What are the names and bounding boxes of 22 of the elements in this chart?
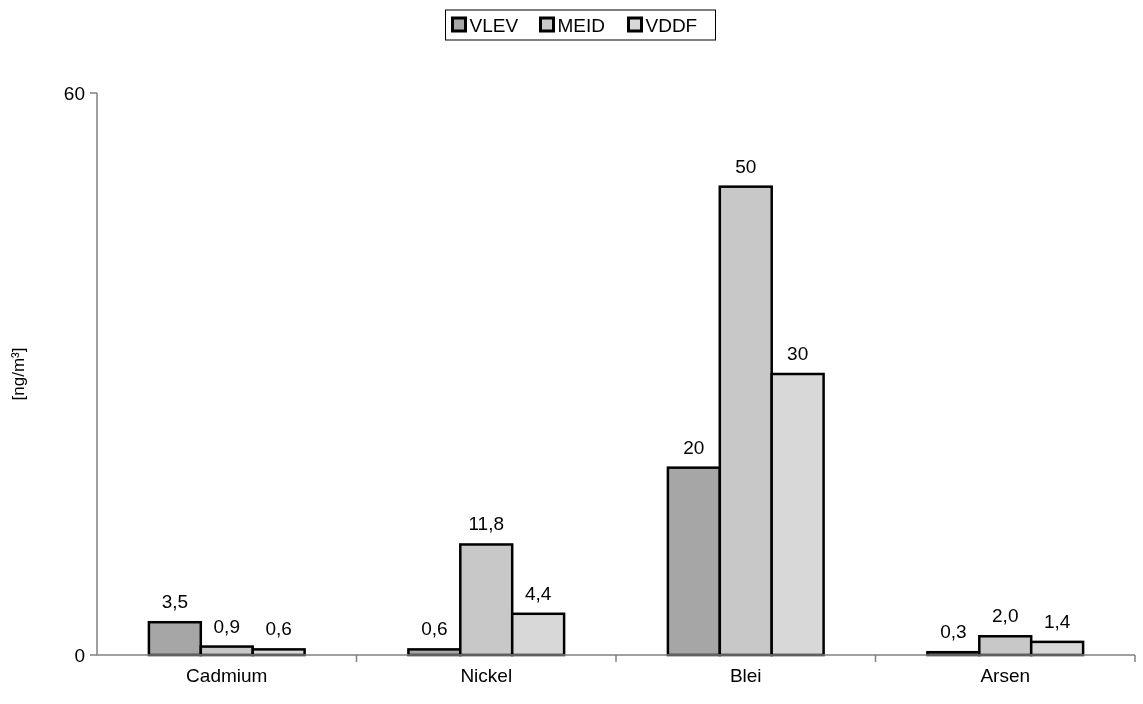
data-label: 4,4 <box>524 582 552 604</box>
data-label: 0,6 <box>421 618 448 640</box>
x-tick-label: Cadmium <box>186 665 268 686</box>
x-tick-label: Nickel <box>460 665 513 686</box>
data-label: 0,9 <box>213 615 240 637</box>
y-tick-label: 0 <box>74 644 85 666</box>
legend-label: MEID <box>557 15 605 36</box>
data-label: 1,4 <box>1043 610 1071 632</box>
data-label: 30 <box>787 343 809 364</box>
x-tick-label: Arsen <box>980 665 1031 686</box>
y-axis-title: [ng/m³] <box>9 347 28 401</box>
data-label: 20 <box>683 436 705 458</box>
data-label: 2,0 <box>992 605 1019 627</box>
x-tick-label: Blei <box>729 665 762 686</box>
data-label: 0,3 <box>940 621 967 643</box>
legend-label: VLEV <box>469 15 519 36</box>
y-tick-label: 60 <box>63 82 85 104</box>
legend-label: VDDF <box>645 15 698 36</box>
data-label: 11,8 <box>468 513 505 535</box>
data-label: 50 <box>735 155 757 177</box>
data-label: 3,5 <box>161 591 189 613</box>
data-label: 0,6 <box>265 618 292 640</box>
